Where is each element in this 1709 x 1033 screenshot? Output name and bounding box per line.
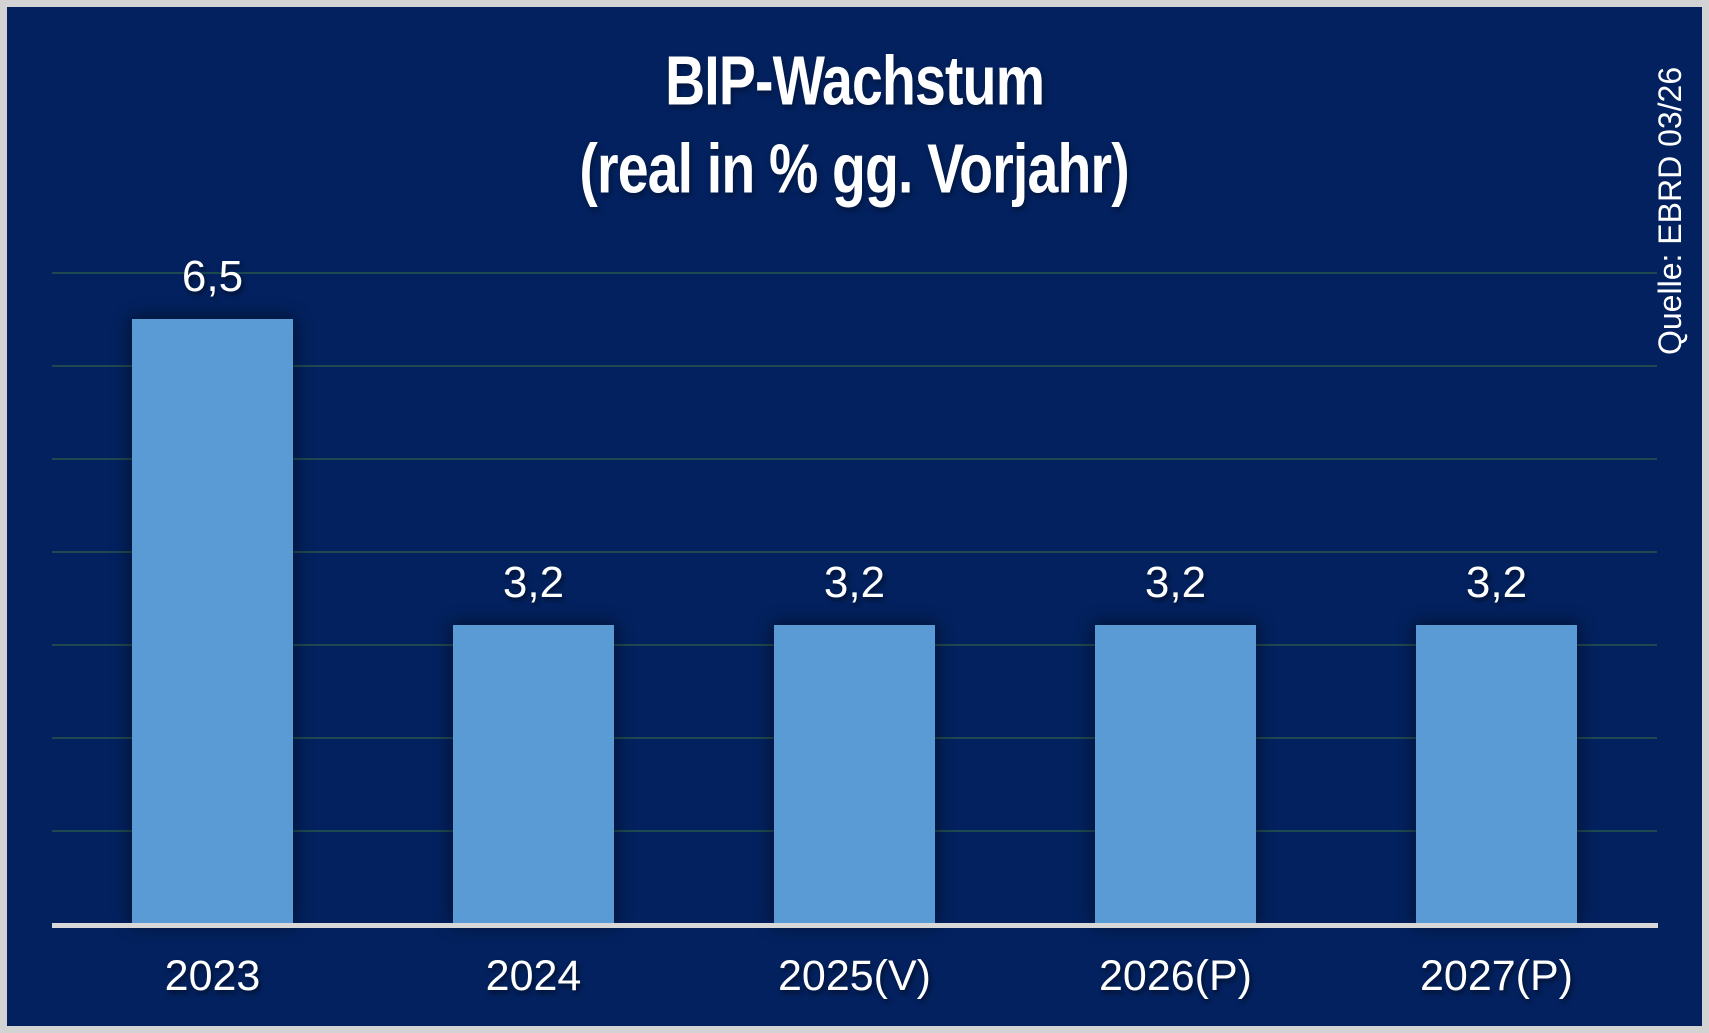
bar-2025 — [774, 625, 935, 923]
bar-value-label: 3,2 — [823, 558, 886, 608]
x-axis-label-2023: 2023 — [164, 952, 261, 1000]
gridline-5 — [52, 458, 1657, 460]
x-axis-label-2026: 2026(P) — [1099, 952, 1252, 1000]
bar-2023 — [132, 318, 293, 923]
bar-group-2025: 3,2 2025(V) — [774, 0, 935, 1033]
bar-2024 — [453, 625, 614, 923]
chart-subtitle: (real in % gg. Vorjahr) — [579, 128, 1130, 208]
x-axis-label-2027: 2027(P) — [1420, 952, 1573, 1000]
bar-value-label: 3,2 — [1144, 558, 1207, 608]
bar-group-2023: 6,5 2023 — [132, 0, 293, 1033]
bar-group-2026: 3,2 2026(P) — [1095, 0, 1256, 1033]
gridline-4 — [52, 551, 1657, 553]
chart-title-block: BIP-Wachstum (real in % gg. Vorjahr) — [0, 36, 1709, 212]
x-axis-line — [52, 923, 1658, 928]
gridline-6 — [52, 365, 1657, 367]
bar-value-label: 3,2 — [502, 558, 565, 608]
bar-group-2027: 3,2 2027(P) — [1416, 0, 1577, 1033]
source-label: Quelle: EBRD 03/26 — [1652, 66, 1688, 355]
bar-2026 — [1095, 625, 1256, 923]
x-axis-label-2025: 2025(V) — [778, 952, 931, 1000]
x-axis-label-2024: 2024 — [485, 952, 582, 1000]
bar-2027 — [1416, 625, 1577, 923]
bar-value-label: 3,2 — [1465, 558, 1528, 608]
bar-group-2024: 3,2 2024 — [453, 0, 614, 1033]
bar-value-label: 6,5 — [181, 251, 244, 301]
gridline-7 — [52, 272, 1657, 274]
chart-title: BIP-Wachstum — [664, 40, 1045, 120]
